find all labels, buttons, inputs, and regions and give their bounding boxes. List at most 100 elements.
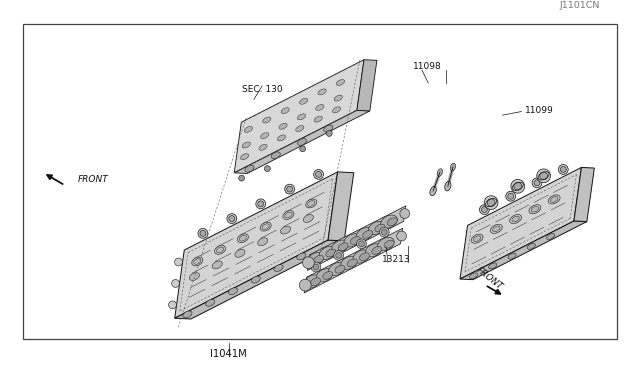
Ellipse shape [258, 238, 268, 246]
Ellipse shape [194, 259, 201, 264]
Circle shape [303, 257, 314, 269]
Ellipse shape [280, 226, 291, 234]
Ellipse shape [260, 133, 269, 139]
Ellipse shape [216, 247, 224, 253]
Ellipse shape [279, 123, 287, 129]
Ellipse shape [333, 107, 340, 113]
Circle shape [358, 241, 364, 247]
Ellipse shape [509, 215, 522, 224]
Circle shape [227, 214, 237, 224]
Circle shape [316, 171, 321, 177]
Text: FRONT: FRONT [474, 266, 504, 292]
Ellipse shape [548, 195, 560, 204]
Circle shape [481, 207, 487, 212]
Ellipse shape [319, 246, 336, 260]
Circle shape [229, 216, 235, 222]
Ellipse shape [310, 278, 321, 286]
Ellipse shape [306, 199, 317, 208]
Circle shape [200, 230, 206, 236]
Ellipse shape [242, 142, 250, 148]
Ellipse shape [260, 222, 271, 231]
Ellipse shape [324, 125, 333, 132]
Text: J1101CN: J1101CN [560, 1, 600, 10]
Circle shape [514, 182, 522, 190]
Ellipse shape [531, 206, 539, 212]
Ellipse shape [235, 249, 245, 257]
Ellipse shape [259, 144, 267, 150]
Ellipse shape [296, 126, 304, 132]
Ellipse shape [316, 105, 324, 110]
Ellipse shape [244, 126, 253, 132]
Circle shape [311, 262, 321, 272]
Ellipse shape [323, 272, 333, 279]
Ellipse shape [239, 235, 246, 241]
Ellipse shape [344, 234, 360, 247]
Ellipse shape [183, 311, 192, 318]
Ellipse shape [437, 169, 442, 176]
Ellipse shape [469, 273, 477, 279]
Ellipse shape [356, 228, 372, 241]
Ellipse shape [372, 247, 382, 254]
Ellipse shape [314, 116, 323, 122]
Ellipse shape [271, 152, 280, 159]
Circle shape [172, 279, 179, 288]
Ellipse shape [298, 114, 305, 120]
Circle shape [334, 250, 344, 260]
Ellipse shape [300, 98, 308, 104]
Ellipse shape [547, 234, 555, 240]
Ellipse shape [285, 212, 292, 218]
Circle shape [239, 175, 244, 181]
Ellipse shape [529, 205, 541, 214]
Text: SEC. 130: SEC. 130 [242, 85, 282, 94]
Ellipse shape [489, 263, 497, 269]
Ellipse shape [471, 234, 483, 243]
Circle shape [264, 166, 270, 171]
Polygon shape [307, 206, 406, 270]
Circle shape [511, 179, 525, 193]
Circle shape [287, 186, 292, 192]
Ellipse shape [192, 257, 203, 266]
Polygon shape [234, 60, 364, 173]
Circle shape [532, 178, 542, 188]
Ellipse shape [262, 224, 269, 230]
Circle shape [300, 146, 306, 152]
Circle shape [300, 279, 311, 291]
Polygon shape [234, 110, 370, 173]
Circle shape [540, 172, 548, 180]
Circle shape [336, 253, 342, 258]
Ellipse shape [369, 221, 385, 234]
Ellipse shape [384, 240, 394, 248]
Ellipse shape [490, 224, 502, 233]
Circle shape [314, 170, 323, 179]
Ellipse shape [353, 250, 370, 263]
Ellipse shape [365, 244, 382, 257]
Ellipse shape [381, 215, 397, 228]
Circle shape [198, 228, 208, 238]
Ellipse shape [340, 256, 357, 269]
Bar [23, 24, 617, 339]
Circle shape [484, 196, 498, 209]
Ellipse shape [348, 259, 357, 267]
Ellipse shape [274, 264, 283, 272]
Circle shape [534, 180, 540, 186]
Text: 11098: 11098 [413, 62, 442, 71]
Circle shape [326, 131, 332, 137]
Ellipse shape [214, 246, 226, 254]
Circle shape [479, 205, 490, 215]
Ellipse shape [237, 234, 248, 243]
Ellipse shape [308, 201, 315, 206]
Ellipse shape [363, 230, 372, 238]
Ellipse shape [328, 262, 345, 276]
Ellipse shape [297, 253, 306, 260]
Ellipse shape [304, 275, 321, 288]
Circle shape [560, 167, 566, 172]
Ellipse shape [281, 108, 289, 113]
Ellipse shape [338, 243, 348, 251]
Ellipse shape [314, 255, 324, 263]
Ellipse shape [326, 249, 336, 257]
Circle shape [285, 184, 294, 194]
Ellipse shape [451, 163, 456, 171]
Ellipse shape [241, 154, 249, 160]
Ellipse shape [445, 181, 451, 191]
Ellipse shape [508, 253, 516, 259]
